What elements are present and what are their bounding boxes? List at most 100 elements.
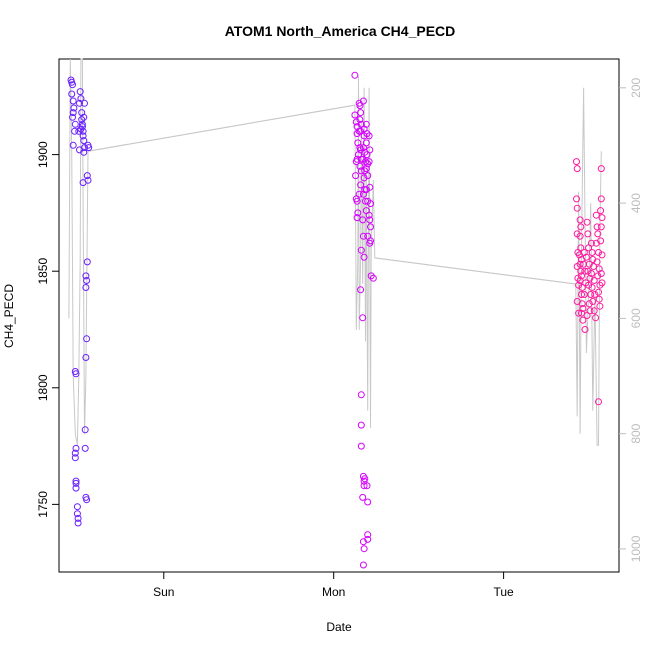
data-point-s1-48 [359, 232, 367, 240]
data-point-s0-43 [82, 354, 90, 361]
data-point-s2-75 [598, 251, 606, 259]
data-point-s2-56 [592, 211, 600, 219]
data-point-s0-18 [72, 484, 80, 492]
data-point-s2-73 [597, 223, 605, 231]
x-tick-label-0: Sun [153, 585, 174, 599]
y2-tick-label-3: 800 [629, 423, 643, 443]
data-point-s1-73 [366, 146, 374, 154]
data-point-s2-7 [574, 274, 582, 282]
data-point-s1-24 [356, 162, 364, 170]
data-point-s1-31 [357, 421, 365, 429]
y2-tick-label-1: 400 [629, 193, 643, 213]
data-point-s0-29 [78, 116, 86, 124]
data-point-s2-40 [585, 281, 593, 289]
y-axis-label: CH4_PECD [2, 284, 16, 348]
data-point-s1-29 [357, 286, 365, 294]
data-point-s2-1 [573, 165, 581, 173]
data-point-s2-10 [575, 309, 583, 317]
data-point-s1-79 [367, 223, 374, 231]
y-tick-label-0: 1750 [36, 491, 50, 518]
data-point-s1-64 [362, 186, 370, 194]
data-point-s2-54 [590, 307, 598, 315]
data-point-s2-12 [577, 223, 585, 231]
data-point-s0-45 [83, 277, 91, 284]
data-point-s1-59 [362, 139, 370, 147]
data-point-s0-46 [82, 272, 90, 280]
data-point-s0-27 [77, 95, 85, 103]
data-point-s2-26 [579, 316, 587, 324]
data-point-s0-10 [69, 141, 77, 149]
data-point-s0-52 [85, 144, 93, 152]
data-point-s1-32 [357, 442, 365, 450]
data-point-s1-1 [351, 111, 359, 119]
data-point-s0-35 [80, 137, 88, 145]
data-point-s2-39 [586, 274, 594, 282]
data-point-s2-70 [597, 195, 605, 203]
x-axis-label: Date [326, 620, 352, 634]
data-point-s2-22 [578, 291, 585, 298]
data-point-s2-72 [598, 214, 606, 222]
data-point-s2-42 [585, 300, 593, 308]
data-point-s0-19 [73, 503, 81, 511]
data-point-s0-33 [79, 127, 87, 135]
data-point-s2-58 [594, 230, 602, 238]
data-point-s0-34 [79, 132, 87, 140]
data-point-s1-78 [366, 216, 374, 224]
y-tick-label-1: 1800 [36, 374, 50, 401]
data-point-s0-42 [81, 426, 89, 434]
data-point-s1-53 [360, 482, 368, 490]
data-point-s2-11 [576, 216, 584, 224]
data-point-s2-29 [581, 326, 589, 333]
data-point-s1-56 [359, 561, 367, 569]
data-point-s0-36 [80, 148, 88, 156]
data-point-s0-6 [69, 109, 77, 117]
data-point-s2-37 [585, 260, 593, 268]
data-point-s0-37 [81, 144, 88, 152]
plot-frame [58, 58, 620, 573]
data-point-s2-38 [584, 267, 592, 275]
data-point-s2-48 [590, 263, 597, 270]
data-point-s2-14 [577, 244, 585, 252]
data-point-s2-74 [597, 237, 605, 245]
y2-tick-label-2: 600 [629, 308, 643, 328]
data-point-s2-20 [576, 277, 584, 284]
data-point-s0-15 [71, 449, 79, 457]
data-point-s0-9 [71, 127, 79, 135]
data-point-s1-70 [364, 531, 372, 539]
y-tick-label-2: 1850 [36, 258, 50, 285]
data-point-s1-27 [355, 190, 363, 198]
data-point-s1-62 [362, 165, 370, 173]
data-point-s1-33 [359, 314, 367, 322]
data-point-s1-30 [357, 391, 365, 399]
data-point-s1-55 [360, 545, 368, 553]
data-point-s0-8 [71, 120, 79, 128]
data-point-s0-7 [69, 113, 76, 121]
data-point-s1-83 [369, 274, 377, 282]
data-point-s2-53 [589, 298, 597, 305]
data-point-s0-47 [82, 284, 90, 291]
data-point-s0-12 [72, 370, 80, 378]
data-point-s0-16 [72, 477, 80, 485]
data-point-s0-14 [71, 454, 79, 462]
data-point-s1-11 [353, 197, 361, 205]
data-point-s1-12 [354, 209, 362, 217]
data-point-s1-63 [364, 172, 372, 180]
data-point-s2-41 [587, 291, 595, 298]
data-point-s1-47 [359, 216, 367, 224]
pressure-line [68, 58, 602, 446]
data-point-s1-82 [367, 272, 375, 280]
data-point-s1-28 [357, 246, 365, 254]
data-point-s1-71 [364, 535, 372, 543]
data-point-s1-16 [357, 109, 365, 117]
axes-layer: 1750 1800 1850 1900 Sun Mon Tue 200 400 600 800 100… [36, 77, 643, 599]
y2-tick-label-0: 200 [629, 77, 643, 97]
data-point-s0-50 [84, 176, 92, 184]
data-point-s2-17 [576, 260, 584, 268]
data-point-s2-2 [573, 195, 580, 203]
scatter-points-layer [67, 71, 606, 569]
data-point-s2-36 [582, 253, 590, 261]
data-point-s0-26 [76, 88, 84, 96]
data-point-s1-76 [367, 200, 374, 208]
data-point-s1-49 [360, 253, 368, 261]
